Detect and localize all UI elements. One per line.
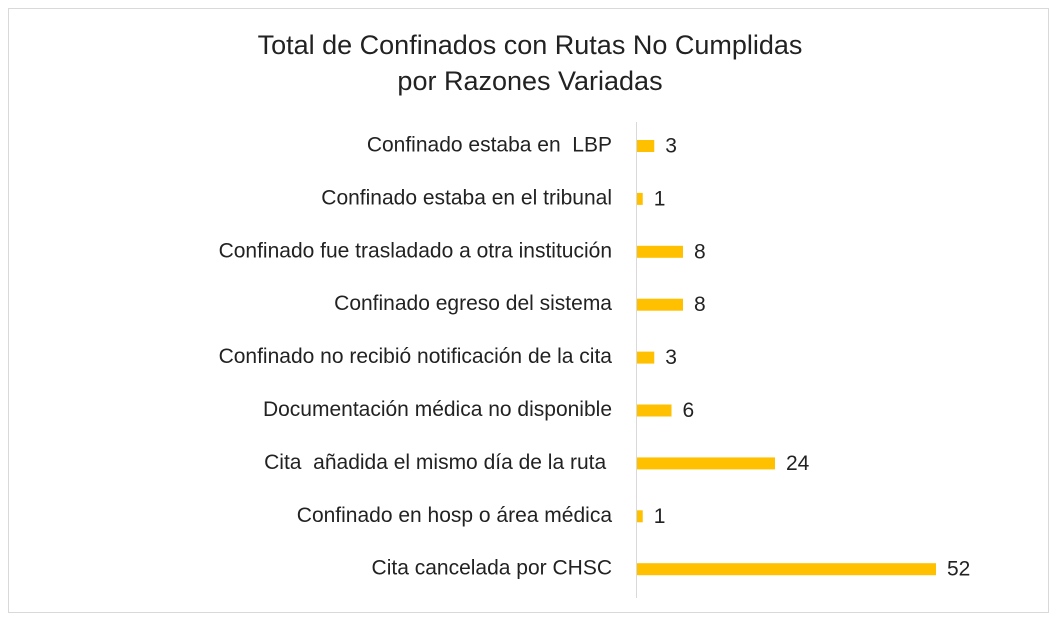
bar xyxy=(637,351,655,364)
category-label: Confinado fue trasladado a otra instituc… xyxy=(219,239,612,262)
category-label: Confinado estaba en LBP xyxy=(367,134,612,157)
chart-title: por Razones Variadas xyxy=(397,66,662,96)
bar xyxy=(637,510,643,523)
bar xyxy=(637,140,655,152)
bar xyxy=(637,563,936,576)
data-label: 1 xyxy=(654,505,666,528)
data-label: 6 xyxy=(683,399,695,422)
data-label: 8 xyxy=(694,240,706,263)
bar xyxy=(637,457,775,470)
data-label: 24 xyxy=(786,452,810,475)
category-label: Cita cancelada por CHSC xyxy=(372,557,612,580)
bar xyxy=(637,404,672,417)
category-label: Confinado no recibió notificación de la … xyxy=(219,345,613,368)
data-label: 1 xyxy=(654,187,666,210)
bar xyxy=(637,245,683,258)
data-label: 3 xyxy=(665,346,677,369)
category-label: Confinado en hosp o área médica xyxy=(297,504,613,527)
category-label: Cita añadida el mismo día de la ruta xyxy=(264,451,612,474)
category-label: Confinado estaba en el tribunal xyxy=(321,186,612,209)
data-label: 52 xyxy=(947,558,970,581)
category-label: Confinado egreso del sistema xyxy=(334,292,612,315)
data-label: 3 xyxy=(665,135,677,158)
chart-title: Total de Confinados con Rutas No Cumplid… xyxy=(258,30,803,60)
category-label: Documentación médica no disponible xyxy=(263,398,612,421)
bar xyxy=(637,192,643,205)
bar xyxy=(637,298,683,311)
data-label: 8 xyxy=(694,293,706,316)
chart-border xyxy=(8,8,1049,613)
